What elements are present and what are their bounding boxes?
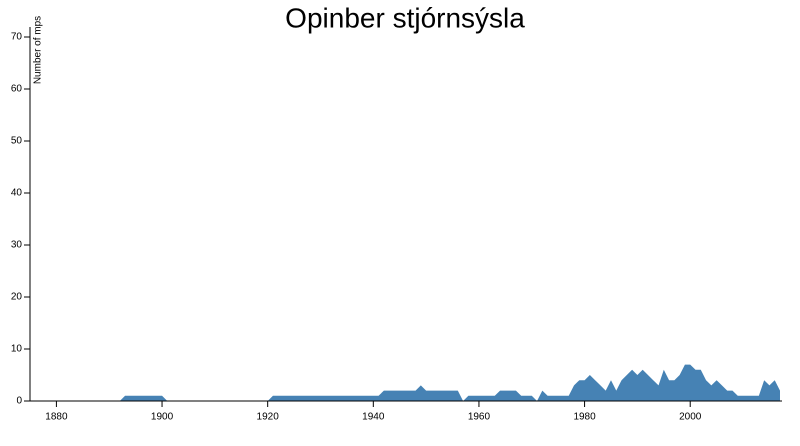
x-tick-label: 1880 xyxy=(45,412,68,423)
y-tick-label: 20 xyxy=(11,292,23,303)
y-tick-label: 60 xyxy=(11,84,23,95)
area xyxy=(30,364,780,401)
x-tick-label: 1940 xyxy=(362,412,385,423)
y-tick-label: 0 xyxy=(16,396,22,407)
y-tick-label: 40 xyxy=(11,188,23,199)
x-tick-label: 1920 xyxy=(257,412,280,423)
y-tick-label: 30 xyxy=(11,240,23,251)
y-tick-label: 50 xyxy=(11,136,23,147)
x-tick-label: 2000 xyxy=(679,412,702,423)
chart-title: Opinber stjórnsýsla xyxy=(285,2,525,33)
x-tick-label: 1960 xyxy=(468,412,491,423)
x-tick-label: 1980 xyxy=(573,412,596,423)
x-tick-label: 1900 xyxy=(151,412,174,423)
y-tick-label: 10 xyxy=(11,344,23,355)
y-axis-label: Number of mps xyxy=(33,16,44,84)
y-tick-label: 70 xyxy=(11,32,23,43)
